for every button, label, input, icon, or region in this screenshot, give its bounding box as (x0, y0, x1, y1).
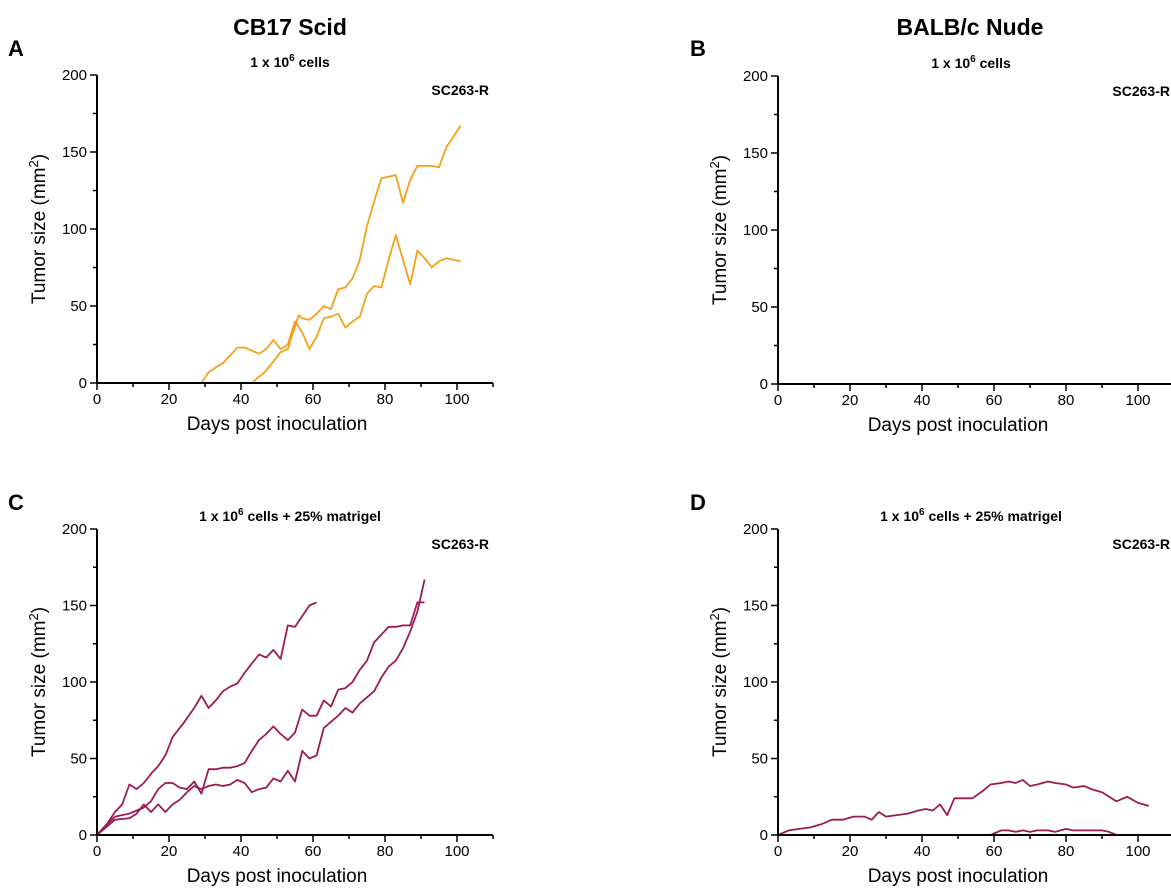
x-tick-label-d: 60 (986, 843, 1003, 860)
x-tick-label-b: 40 (914, 392, 931, 409)
series-tag-d: SC263-R (1112, 536, 1170, 552)
chart-panel-c: 0 50 100 150 200 0 20 40 60 80 100 Days post inocul… (26, 507, 494, 887)
series-line-a-2 (97, 125, 462, 384)
y-tick-label-a: 100 (62, 221, 87, 238)
x-tick-label-b: 0 (774, 392, 782, 409)
series-tag-b: SC263-R (1112, 83, 1170, 99)
y-tick-label-a: 150 (62, 144, 87, 161)
column-title-right: BALB/c Nude (896, 14, 1044, 40)
y-tick-label-a: 50 (70, 298, 87, 315)
panel-letter-b: B (690, 36, 706, 61)
x-tick-label-c: 60 (305, 843, 322, 860)
x-tick-label-d: 100 (1125, 843, 1150, 860)
x-tick-label-b: 60 (986, 392, 1003, 409)
y-axis-label-d: Tumor size (mm2) (707, 607, 731, 757)
y-tick-label-b: 150 (743, 145, 768, 162)
y-tick-label-a: 200 (62, 67, 87, 84)
y-tick-label-d: 0 (760, 827, 768, 844)
series-line-d-1 (777, 779, 1150, 836)
panel-letter-c: C (8, 490, 24, 515)
x-tick-label-a: 80 (377, 391, 394, 408)
x-tick-label-d: 40 (914, 843, 931, 860)
y-axis-label-b: Tumor size (mm2) (707, 155, 731, 305)
x-tick-label-a: 0 (93, 391, 101, 408)
y-tick-label-c: 50 (70, 751, 87, 768)
y-tick-label-b: 50 (751, 299, 768, 316)
x-axis-label-d: Days post inoculation (868, 866, 1049, 887)
series-line-c-3 (96, 579, 426, 836)
y-axis-label-c: Tumor size (mm2) (26, 607, 50, 757)
x-tick-label-c: 40 (233, 843, 250, 860)
x-tick-label-d: 80 (1058, 843, 1075, 860)
panel-letter-a: A (8, 36, 24, 61)
y-tick-label-b: 100 (743, 222, 768, 239)
chart-panel-a: 0 50 100 150 200 0 20 40 60 80 100 Days post inocul… (26, 53, 494, 435)
x-tick-label-a: 100 (444, 391, 469, 408)
x-axis-label-c: Days post inoculation (187, 866, 368, 887)
x-tick-label-c: 0 (93, 843, 101, 860)
series-line-c-2 (96, 601, 425, 836)
series-line-a-1 (97, 234, 461, 384)
x-axis-label-a: Days post inoculation (187, 414, 368, 435)
series-line-c-1 (96, 601, 317, 836)
y-tick-label-c: 200 (62, 521, 87, 538)
chart-panel-d: 0 50 100 150 200 0 20 40 60 80 100 Days post inocul… (707, 507, 1171, 887)
y-tick-label-d: 50 (751, 751, 768, 768)
y-tick-label-a: 0 (79, 375, 87, 392)
y-tick-label-b: 200 (743, 68, 768, 85)
panel-title-a: 1 x 106 cells (250, 53, 330, 70)
panel-title-b: 1 x 106 cells (931, 54, 1011, 71)
x-tick-label-b: 100 (1125, 392, 1150, 409)
x-tick-label-a: 20 (161, 391, 178, 408)
panel-title-c: 1 x 106 cells + 25% matrigel (199, 507, 381, 524)
y-tick-label-d: 200 (743, 521, 768, 538)
y-tick-label-b: 0 (760, 376, 768, 393)
column-title-left: CB17 Scid (233, 14, 347, 40)
x-tick-label-d: 20 (842, 843, 859, 860)
x-tick-label-c: 100 (444, 843, 469, 860)
x-tick-label-c: 80 (377, 843, 394, 860)
y-tick-label-c: 150 (62, 598, 87, 615)
y-tick-label-c: 0 (79, 827, 87, 844)
x-tick-label-b: 20 (842, 392, 859, 409)
chart-panel-b: 0 50 100 150 200 0 20 40 60 80 100 Days post inocul… (707, 54, 1171, 436)
panel-title-d: 1 x 106 cells + 25% matrigel (880, 507, 1062, 524)
y-tick-label-c: 100 (62, 674, 87, 691)
x-tick-label-a: 40 (233, 391, 250, 408)
y-axis-label-a: Tumor size (mm2) (26, 154, 50, 304)
panel-letter-d: D (690, 490, 706, 515)
x-tick-label-c: 20 (161, 843, 178, 860)
x-tick-label-d: 0 (774, 843, 782, 860)
x-axis-label-b: Days post inoculation (868, 415, 1049, 436)
series-tag-a: SC263-R (431, 82, 489, 98)
y-tick-label-d: 100 (743, 674, 768, 691)
x-tick-label-a: 60 (305, 391, 322, 408)
x-tick-label-b: 80 (1058, 392, 1075, 409)
y-tick-label-d: 150 (743, 598, 768, 615)
series-tag-c: SC263-R (431, 536, 489, 552)
